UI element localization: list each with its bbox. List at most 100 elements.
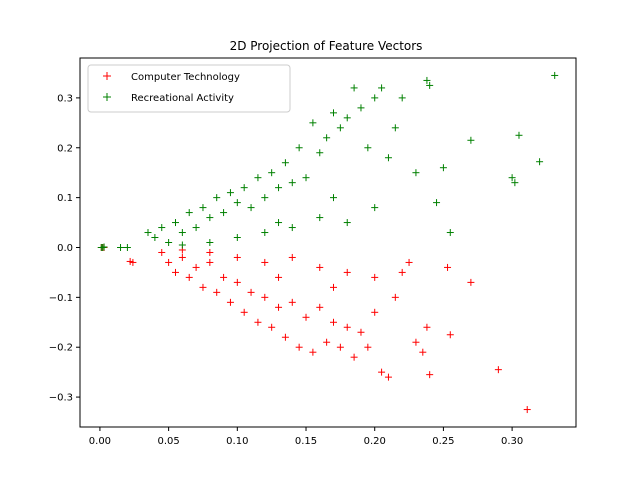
data-point-recreational-activity: [309, 119, 317, 127]
data-point-computer-technology: [423, 323, 431, 331]
data-point-computer-technology: [268, 323, 276, 331]
data-point-computer-technology: [329, 283, 337, 291]
data-point-computer-technology: [398, 268, 406, 276]
data-point-computer-technology: [384, 373, 392, 381]
data-point-recreational-activity: [158, 224, 166, 232]
data-point-computer-technology: [329, 318, 337, 326]
data-point-computer-technology: [426, 371, 434, 379]
data-point-recreational-activity: [384, 154, 392, 162]
data-point-recreational-activity: [433, 199, 441, 207]
data-point-computer-technology: [371, 273, 379, 281]
data-point-computer-technology: [171, 268, 179, 276]
data-point-recreational-activity: [398, 94, 406, 102]
x-tick-label: 0.05: [157, 436, 179, 447]
data-point-computer-technology: [302, 313, 310, 321]
data-point-recreational-activity: [323, 134, 331, 142]
data-point-recreational-activity: [233, 199, 241, 207]
data-point-computer-technology: [206, 248, 214, 256]
data-point-computer-technology: [178, 253, 186, 261]
x-tick-label: 0.20: [364, 436, 386, 447]
data-point-recreational-activity: [247, 204, 255, 212]
data-point-computer-technology: [247, 288, 255, 296]
data-point-computer-technology: [419, 348, 427, 356]
data-point-computer-technology: [275, 273, 283, 281]
data-point-recreational-activity: [185, 209, 193, 217]
data-point-recreational-activity: [275, 219, 283, 227]
data-point-computer-technology: [226, 298, 234, 306]
data-point-recreational-activity: [426, 81, 434, 89]
y-tick-label: −0.3: [49, 393, 73, 404]
data-point-computer-technology: [165, 258, 173, 266]
data-point-computer-technology: [336, 343, 344, 351]
data-point-computer-technology: [405, 258, 413, 266]
data-point-recreational-activity: [446, 229, 454, 237]
data-point-recreational-activity: [178, 229, 186, 237]
data-point-computer-technology: [275, 303, 283, 311]
data-point-computer-technology: [288, 253, 296, 261]
data-point-computer-technology: [261, 293, 269, 301]
y-tick-label: 0.3: [57, 93, 73, 104]
data-point-recreational-activity: [302, 174, 310, 182]
legend: Computer Technology Recreational Activity: [87, 64, 291, 113]
data-point-computer-technology: [129, 258, 137, 266]
data-point-recreational-activity: [151, 234, 159, 242]
data-point-recreational-activity: [220, 209, 228, 217]
y-tick-label: −0.1: [49, 293, 73, 304]
data-point-recreational-activity: [511, 179, 519, 187]
data-point-recreational-activity: [378, 84, 386, 92]
data-point-computer-technology: [309, 348, 317, 356]
data-point-recreational-activity: [254, 174, 262, 182]
data-point-computer-technology: [364, 343, 372, 351]
data-point-computer-technology: [350, 353, 358, 361]
y-axis: −0.3 −0.2 −0.1 0.0 0.1 0.2 0.3: [49, 93, 80, 404]
data-point-recreational-activity: [226, 189, 234, 197]
data-point-recreational-activity: [199, 204, 207, 212]
data-point-recreational-activity: [206, 214, 214, 222]
data-point-recreational-activity: [213, 194, 221, 202]
y-tick-label: 0.1: [57, 193, 73, 204]
legend-label: Recreational Activity: [131, 93, 234, 104]
data-point-computer-technology: [220, 273, 228, 281]
data-point-computer-technology: [316, 263, 324, 271]
data-point-recreational-activity: [117, 243, 125, 251]
data-point-recreational-activity: [364, 144, 372, 152]
data-point-recreational-activity: [508, 174, 516, 182]
data-point-recreational-activity: [329, 194, 337, 202]
data-point-computer-technology: [357, 328, 365, 336]
data-point-recreational-activity: [316, 149, 324, 157]
data-point-computer-technology: [295, 343, 303, 351]
data-point-computer-technology: [378, 368, 386, 376]
data-point-computer-technology: [391, 293, 399, 301]
data-point-recreational-activity: [268, 169, 276, 177]
data-point-recreational-activity: [165, 239, 173, 246]
data-point-recreational-activity: [467, 136, 475, 144]
data-point-computer-technology: [494, 366, 502, 374]
data-point-recreational-activity: [350, 84, 358, 92]
data-point-recreational-activity: [233, 234, 241, 242]
data-point-recreational-activity: [261, 229, 269, 237]
data-point-computer-technology: [343, 268, 351, 276]
data-point-recreational-activity: [261, 194, 269, 202]
y-tick-label: 0.2: [57, 143, 73, 154]
data-point-computer-technology: [412, 338, 420, 346]
data-point-recreational-activity: [551, 71, 559, 79]
data-point-computer-technology: [523, 406, 531, 414]
data-point-computer-technology: [185, 273, 193, 281]
y-tick-label: 0.0: [57, 243, 73, 254]
data-point-recreational-activity: [144, 229, 152, 237]
data-point-recreational-activity: [206, 239, 214, 246]
data-point-recreational-activity: [275, 184, 283, 192]
data-point-recreational-activity: [412, 169, 420, 177]
data-point-computer-technology: [199, 283, 207, 291]
data-point-recreational-activity: [288, 179, 296, 187]
data-point-recreational-activity: [240, 184, 248, 192]
data-point-computer-technology: [446, 331, 454, 339]
data-point-computer-technology: [213, 288, 221, 296]
data-point-recreational-activity: [536, 158, 544, 166]
y-tick-label: −0.2: [49, 343, 73, 354]
data-point-computer-technology: [444, 263, 452, 271]
data-point-computer-technology: [233, 278, 241, 286]
data-point-recreational-activity: [371, 94, 379, 102]
data-point-recreational-activity: [391, 124, 399, 132]
